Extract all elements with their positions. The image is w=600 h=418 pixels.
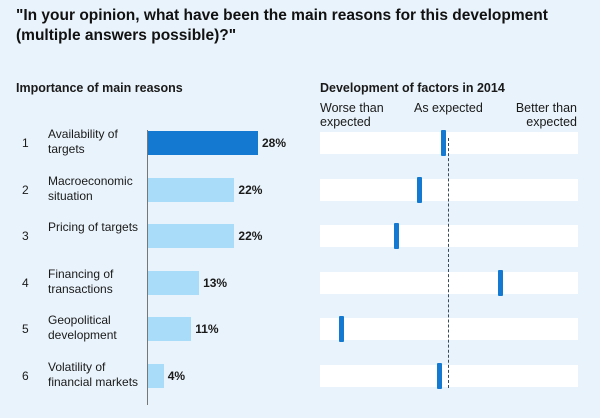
development-marker xyxy=(393,223,399,249)
development-marker xyxy=(441,130,447,156)
row-rank: 2 xyxy=(22,182,29,197)
development-marker xyxy=(437,362,443,389)
bar xyxy=(148,177,235,202)
row-rank: 3 xyxy=(22,229,29,243)
development-track xyxy=(320,178,578,201)
development-marker xyxy=(498,269,504,296)
development-track xyxy=(320,132,578,154)
bar-value-label: 22% xyxy=(238,182,263,197)
row-rank: 1 xyxy=(22,136,29,150)
row-rank: 4 xyxy=(22,275,29,290)
row-label: Availability of targets xyxy=(48,127,118,156)
scale-label-expected: As expected xyxy=(414,101,483,115)
row-label: Geopolitical development xyxy=(48,313,117,342)
right-chart-title: Development of factors in 2014 xyxy=(320,81,505,95)
development-track xyxy=(320,271,578,294)
bar xyxy=(148,317,192,341)
bar xyxy=(148,224,235,248)
bar-value-label: 13% xyxy=(203,275,228,290)
bar xyxy=(148,131,258,155)
bar-value-label: 28% xyxy=(262,136,287,150)
development-track xyxy=(320,318,578,340)
as-expected-line xyxy=(448,138,449,388)
left-chart-title: Importance of main reasons xyxy=(16,81,183,95)
row-rank: 6 xyxy=(22,368,29,383)
scale-label-worse: Worse than expected xyxy=(320,101,384,129)
bar-value-label: 4% xyxy=(167,368,186,383)
bar xyxy=(148,363,164,388)
chart-question-title: "In your opinion, what have been the mai… xyxy=(16,7,548,44)
development-track xyxy=(320,225,578,247)
row-label: Volatility of financial markets xyxy=(48,359,139,389)
bar xyxy=(148,270,200,295)
row-rank: 5 xyxy=(22,322,29,336)
scale-label-better: Better than expected xyxy=(515,101,577,129)
development-track xyxy=(320,364,578,387)
development-marker xyxy=(339,316,345,342)
row-label: Financing of transactions xyxy=(48,266,114,296)
bar-value-label: 11% xyxy=(195,322,219,336)
bar-value-label: 22% xyxy=(238,229,263,243)
bar-plot-area: 28% 22% 22% 13% 11% 4% xyxy=(147,130,313,405)
development-marker xyxy=(416,176,422,203)
row-label: Macroeconomic situation xyxy=(48,173,133,203)
row-label: Pricing of targets xyxy=(48,220,139,234)
